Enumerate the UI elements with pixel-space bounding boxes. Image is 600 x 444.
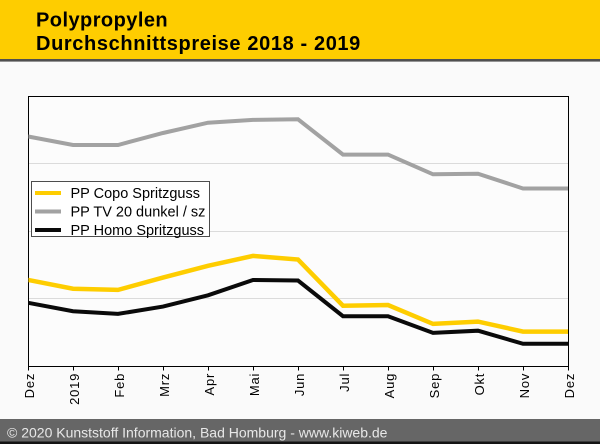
svg-text:2019: 2019 (67, 373, 82, 405)
svg-text:Jun: Jun (292, 373, 307, 396)
svg-text:Sep: Sep (427, 373, 442, 399)
svg-text:PP TV 20 dunkel / sz: PP TV 20 dunkel / sz (71, 205, 206, 221)
svg-text:Polypropylen: Polypropylen (36, 9, 168, 31)
svg-text:Feb: Feb (112, 373, 127, 398)
svg-text:Nov: Nov (517, 373, 532, 399)
svg-text:PP Homo Spritzguss: PP Homo Spritzguss (71, 223, 205, 239)
svg-text:© 2020 Kunststoff Information,: © 2020 Kunststoff Information, Bad Hombu… (7, 425, 388, 441)
svg-text:Jul: Jul (337, 373, 352, 392)
svg-text:PP Copo Spritzguss: PP Copo Spritzguss (71, 186, 201, 202)
svg-text:Durchschnittspreise 2018 - 201: Durchschnittspreise 2018 - 2019 (36, 33, 361, 55)
svg-text:Okt: Okt (472, 373, 487, 396)
svg-text:Mai: Mai (247, 373, 262, 396)
svg-text:Mrz: Mrz (157, 373, 172, 397)
svg-text:Aug: Aug (382, 373, 397, 399)
svg-text:Apr: Apr (202, 373, 217, 396)
svg-text:Dez: Dez (562, 373, 577, 399)
svg-text:Dez: Dez (22, 373, 37, 399)
